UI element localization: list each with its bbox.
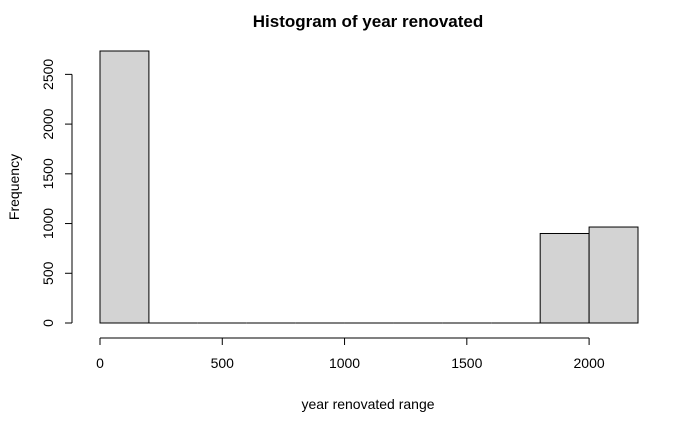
chart-title: Histogram of year renovated xyxy=(253,12,484,31)
x-tick-label: 2000 xyxy=(574,355,605,371)
y-axis-label: Frequency xyxy=(6,154,22,220)
histogram-bar xyxy=(99,50,150,324)
y-tick-label: 2500 xyxy=(40,59,56,90)
x-axis: 0 500 1000 1500 2000 xyxy=(96,337,605,371)
y-tick-label: 500 xyxy=(40,261,56,285)
y-tick-label: 0 xyxy=(40,319,56,327)
x-tick-label: 1000 xyxy=(329,355,360,371)
y-axis: 0 500 1000 1500 2000 2500 xyxy=(40,59,73,327)
histogram-bar xyxy=(588,226,639,324)
y-tick-label: 1000 xyxy=(40,208,56,239)
x-axis-label: year renovated range xyxy=(301,396,434,412)
x-tick-label: 1500 xyxy=(451,355,482,371)
bars-group xyxy=(99,50,639,324)
x-tick-label: 0 xyxy=(96,355,104,371)
x-tick-label: 500 xyxy=(211,355,235,371)
histogram-bar xyxy=(539,232,590,324)
y-tick-label: 1500 xyxy=(40,158,56,189)
y-tick-label: 2000 xyxy=(40,108,56,139)
